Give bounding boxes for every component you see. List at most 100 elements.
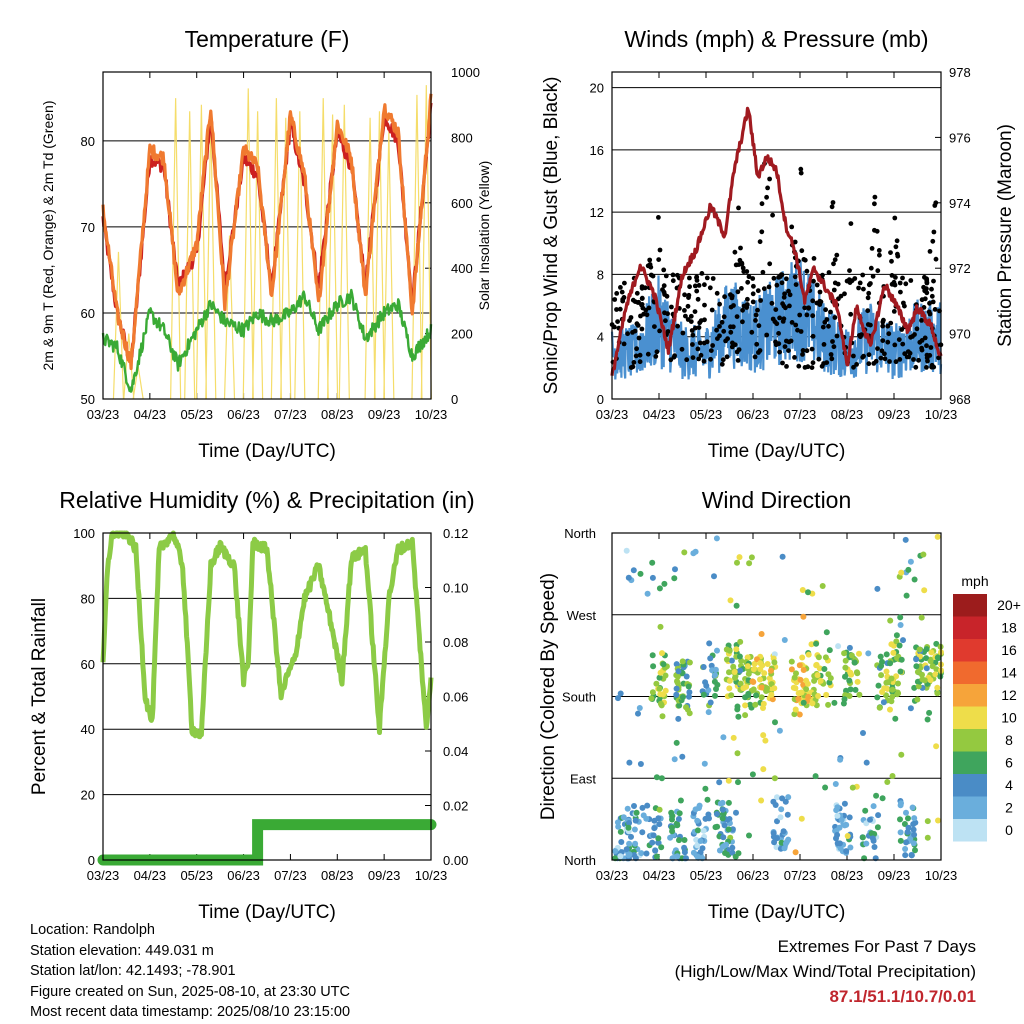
- gust-point: [614, 291, 620, 296]
- colorbar-swatch: [953, 594, 987, 617]
- direction-point: [894, 691, 901, 698]
- direction-point: [836, 824, 843, 831]
- gust-point: [734, 314, 740, 319]
- gust-point: [814, 282, 820, 288]
- gust-point: [848, 221, 854, 227]
- direction-point: [888, 698, 895, 705]
- direction-point: [774, 818, 780, 825]
- gust-point: [739, 286, 744, 291]
- gust-point: [630, 330, 635, 335]
- gust-point: [811, 278, 816, 284]
- direction-point: [799, 654, 806, 661]
- direction-point: [623, 547, 630, 554]
- x-tick-label: 05/23: [690, 407, 723, 422]
- gust-point: [924, 343, 929, 349]
- gust-point: [821, 342, 827, 347]
- direction-point: [897, 829, 904, 836]
- direction-point: [780, 828, 787, 835]
- direction-point: [771, 685, 778, 692]
- gust-point: [728, 329, 734, 335]
- y-axis-label-right: Solar Insolation (Yellow): [476, 161, 492, 311]
- gust-point: [618, 285, 623, 290]
- direction-point: [632, 817, 639, 824]
- direction-point: [650, 663, 657, 670]
- y-tick-label: 20: [81, 788, 95, 803]
- direction-point: [887, 617, 894, 624]
- direction-point: [714, 681, 721, 688]
- gust-point: [654, 349, 660, 355]
- direction-point: [904, 829, 911, 835]
- colorbar-label: 0: [1005, 822, 1013, 838]
- x-tick-label: 10/23: [925, 407, 958, 422]
- y-tick-label-right: 0.12: [443, 526, 468, 541]
- direction-point: [815, 654, 822, 661]
- direction-point: [852, 686, 859, 693]
- gust-point: [792, 274, 798, 280]
- direction-point: [771, 659, 778, 666]
- gust-point: [805, 364, 811, 370]
- direction-point: [883, 679, 890, 686]
- gust-point: [896, 337, 902, 342]
- gust-point: [888, 320, 894, 326]
- direction-point: [842, 664, 849, 671]
- direction-point: [849, 784, 856, 791]
- gust-point: [694, 288, 700, 294]
- direction-point: [722, 850, 728, 856]
- gust-point: [786, 288, 791, 294]
- direction-point: [890, 649, 897, 656]
- direction-point: [823, 691, 830, 698]
- direction-point: [652, 847, 659, 854]
- direction-point: [771, 839, 778, 846]
- colorbar-swatch: [953, 616, 987, 639]
- direction-point: [848, 671, 855, 678]
- gust-point: [835, 281, 841, 287]
- direction-point: [800, 699, 807, 706]
- direction-point: [648, 695, 655, 702]
- y-tick-label-right: 974: [949, 196, 971, 211]
- y-tick-label: 0: [597, 392, 604, 407]
- gust-point: [622, 280, 627, 286]
- direction-point: [911, 831, 918, 838]
- gust-point: [637, 359, 643, 365]
- x-tick-label: 06/23: [227, 407, 260, 422]
- direction-point: [853, 669, 860, 676]
- direction-point: [897, 668, 904, 675]
- direction-point: [921, 677, 928, 684]
- direction-point: [841, 800, 848, 807]
- direction-point: [843, 848, 850, 855]
- direction-point: [900, 637, 906, 644]
- gust-point: [924, 365, 929, 370]
- latlon-text: Station lat/lon: 42.1493; -78.901: [30, 963, 236, 979]
- direction-point: [791, 711, 798, 718]
- direction-point: [834, 832, 841, 838]
- gust-point: [887, 359, 892, 364]
- direction-point: [907, 558, 914, 565]
- colorbar-label: 8: [1005, 732, 1013, 748]
- gust-point: [829, 204, 835, 210]
- y-tick-label: 4: [597, 330, 604, 345]
- gust-point: [784, 364, 789, 369]
- x-axis-label: Time (Day/UTC): [198, 902, 336, 923]
- solar-spike: [223, 235, 236, 400]
- y-tick-label: 70: [81, 220, 95, 235]
- direction-point: [659, 713, 666, 720]
- gust-point: [919, 318, 924, 323]
- direction-point: [649, 574, 656, 581]
- direction-point: [875, 682, 882, 689]
- solar-spike: [280, 117, 292, 400]
- direction-point: [745, 670, 752, 677]
- direction-point: [814, 672, 821, 679]
- direction-point: [683, 704, 689, 711]
- gust-point: [817, 302, 823, 307]
- gust-point: [900, 341, 906, 347]
- gust-point: [899, 327, 905, 332]
- gust-point: [916, 357, 921, 363]
- gust-point: [729, 295, 735, 301]
- gust-point: [621, 295, 627, 300]
- direction-point: [701, 760, 708, 767]
- direction-point: [726, 685, 733, 692]
- colorbar-swatch: [953, 774, 987, 797]
- gust-point: [869, 246, 875, 251]
- gust-point: [765, 185, 770, 191]
- gust-point: [777, 315, 782, 321]
